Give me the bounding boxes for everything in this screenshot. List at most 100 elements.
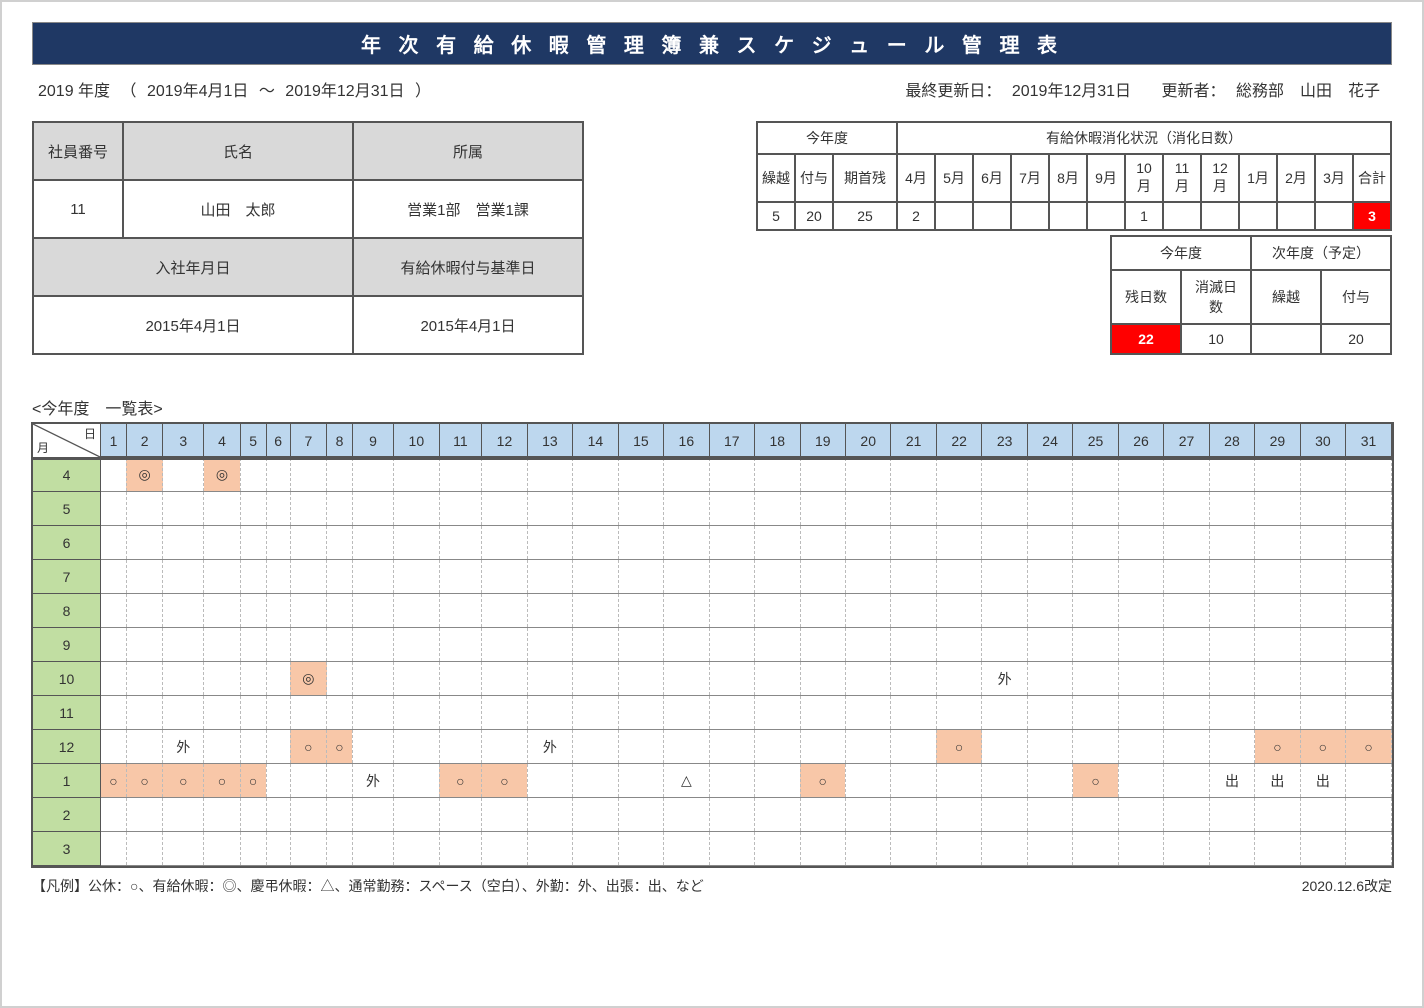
day-header: 28 (1209, 424, 1254, 458)
calendar-cell: ◎ (290, 662, 326, 696)
calendar-cell (1073, 662, 1118, 696)
calendar-cell (1073, 628, 1118, 662)
lower-expire: 10 (1181, 324, 1251, 354)
calendar-cell (1209, 594, 1254, 628)
calendar-cell (1346, 798, 1392, 832)
calendar-cell (709, 730, 754, 764)
calendar-cell (1255, 662, 1300, 696)
calendar-cell (394, 458, 439, 492)
day-header: 11 (439, 424, 482, 458)
calendar-cell (1027, 730, 1072, 764)
calendar-cell (1164, 458, 1209, 492)
calendar-cell (266, 594, 290, 628)
lower-carry (1251, 324, 1321, 354)
calendar-cell (1027, 560, 1072, 594)
calendar-cell (1118, 832, 1163, 866)
calendar-cell (709, 492, 754, 526)
calendar-cell (936, 594, 981, 628)
calendar-cell (482, 730, 527, 764)
calendar-cell (1300, 662, 1345, 696)
calendar-cell (352, 662, 393, 696)
calendar-cell (1118, 526, 1163, 560)
header-right: 最終更新日： 2019年12月31日 更新者： 総務部 山田 花子 (905, 77, 1386, 101)
calendar-cell (1255, 798, 1300, 832)
calendar-cell (891, 662, 936, 696)
day-header: 20 (845, 424, 890, 458)
calendar-cell (982, 458, 1027, 492)
calendar-cell (891, 492, 936, 526)
calendar-cell (101, 560, 127, 594)
calendar-cell (936, 832, 981, 866)
calendar-cell (101, 798, 127, 832)
calendar-cell: ○ (800, 764, 845, 798)
calendar-cell (1164, 560, 1209, 594)
calendar-cell (352, 526, 393, 560)
lower-next: 次年度（予定） (1251, 236, 1391, 270)
calendar-cell (266, 628, 290, 662)
calendar-cell (1346, 764, 1392, 798)
calendar-cell (573, 798, 618, 832)
calendar-cell (982, 764, 1027, 798)
day-header: 24 (1027, 424, 1072, 458)
calendar-cell (800, 458, 845, 492)
lbl-m8: 8月 (1049, 154, 1087, 202)
day-header: 2 (126, 424, 162, 458)
calendar-cell (327, 628, 353, 662)
calendar-cell (618, 526, 663, 560)
calendar-cell (1027, 832, 1072, 866)
calendar-cell (618, 594, 663, 628)
period-to: 2019年12月31日 (285, 83, 404, 100)
lbl-total: 合計 (1353, 154, 1391, 202)
calendar-cell (204, 526, 240, 560)
calendar-cell (126, 832, 162, 866)
val-m10: 1 (1125, 202, 1163, 230)
calendar-cell (290, 458, 326, 492)
val-grant: 20 (795, 202, 833, 230)
calendar-cell (573, 662, 618, 696)
calendar-cell (101, 696, 127, 730)
calendar-cell (240, 628, 266, 662)
calendar-cell (1027, 492, 1072, 526)
calendar-cell (1073, 730, 1118, 764)
calendar-cell (618, 628, 663, 662)
calendar-cell (845, 458, 890, 492)
calendar-cell (1255, 594, 1300, 628)
calendar-cell (266, 560, 290, 594)
calendar-cell (982, 526, 1027, 560)
val-m11 (1163, 202, 1201, 230)
calendar-cell (982, 594, 1027, 628)
calendar-cell (755, 526, 800, 560)
calendar-cell (394, 492, 439, 526)
day-header: 29 (1255, 424, 1300, 458)
lbl-m12: 12月 (1201, 154, 1239, 202)
calendar-cell (1255, 492, 1300, 526)
calendar-cell (1164, 594, 1209, 628)
calendar-table: 日 月 123456789101112131415161718192021222… (32, 423, 1392, 866)
month-label: 4 (33, 458, 101, 492)
calendar-cell (1073, 526, 1118, 560)
calendar-cell (240, 696, 266, 730)
calendar-cell (1027, 662, 1072, 696)
calendar-cell (1164, 730, 1209, 764)
calendar-cell (290, 696, 326, 730)
calendar-cell (527, 628, 572, 662)
calendar-cell (1346, 458, 1392, 492)
calendar-cell (352, 730, 393, 764)
calendar-cell (1209, 730, 1254, 764)
calendar-cell: ○ (936, 730, 981, 764)
day-header: 25 (1073, 424, 1118, 458)
calendar-cell (573, 458, 618, 492)
calendar-cell (755, 594, 800, 628)
calendar-cell (891, 696, 936, 730)
calendar-cell (204, 832, 240, 866)
calendar-cell (1073, 696, 1118, 730)
lbl-m4: 4月 (897, 154, 935, 202)
day-header: 5 (240, 424, 266, 458)
calendar-cell (891, 526, 936, 560)
calendar-cell (394, 764, 439, 798)
val-m6 (973, 202, 1011, 230)
calendar-cell (439, 832, 482, 866)
calendar-cell (126, 594, 162, 628)
calendar-cell (573, 594, 618, 628)
calendar-cell (664, 628, 709, 662)
